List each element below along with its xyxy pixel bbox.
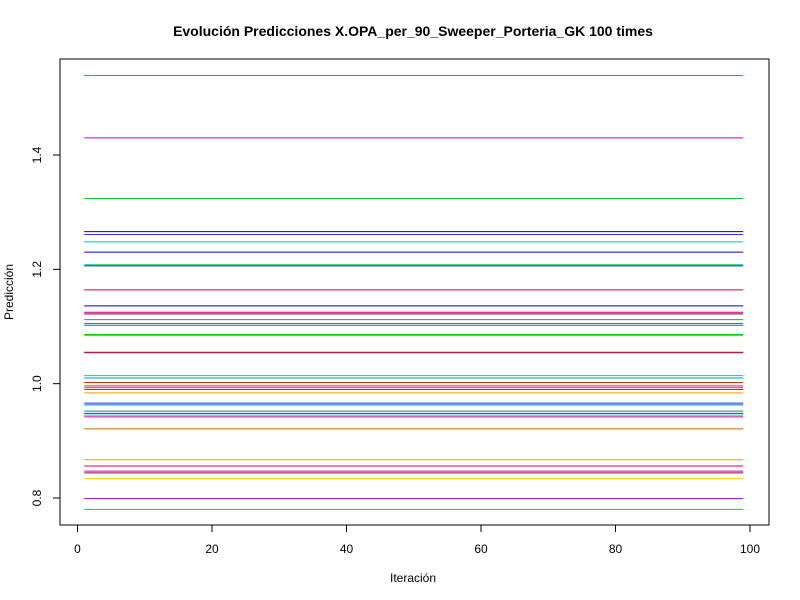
x-tick-label: 60 — [474, 542, 488, 556]
chart-title: Evolución Predicciones X.OPA_per_90_Swee… — [173, 23, 653, 39]
y-tick-label: 1.0 — [30, 375, 44, 392]
y-axis: 0.8 1.0 1.2 1.4 — [30, 146, 61, 506]
x-tick-label: 100 — [740, 542, 760, 556]
series-layer — [84, 75, 744, 510]
x-tick-label: 80 — [609, 542, 623, 556]
y-tick-label: 1.2 — [30, 261, 44, 278]
x-axis-label: Iteración — [390, 571, 436, 585]
y-tick-label: 1.4 — [30, 146, 44, 163]
plot-area — [59, 58, 770, 526]
y-axis-label: Predicción — [2, 264, 16, 320]
x-tick-label: 20 — [205, 542, 219, 556]
x-axis: 0 20 40 60 80 100 — [74, 524, 760, 556]
x-tick-label: 40 — [340, 542, 354, 556]
y-tick-label: 0.8 — [30, 489, 44, 506]
x-tick-label: 0 — [74, 542, 81, 556]
